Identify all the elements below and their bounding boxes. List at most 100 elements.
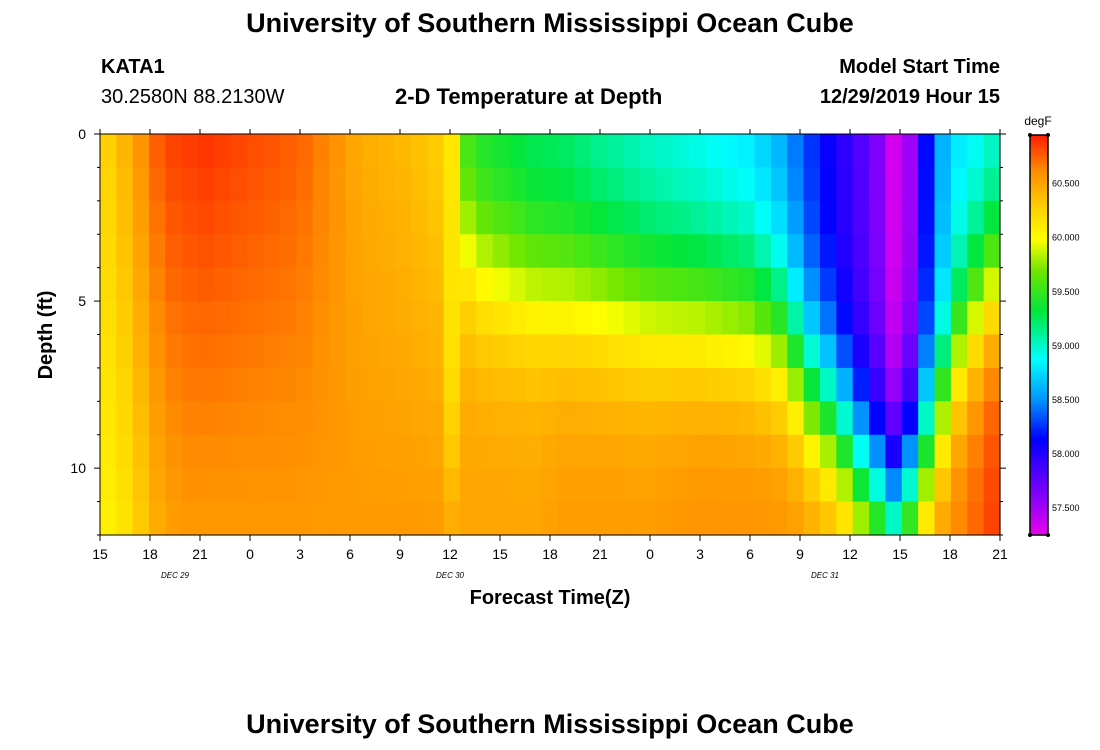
colorbar-swatch	[1030, 243, 1048, 246]
heatmap-cell	[705, 367, 723, 402]
heatmap-cell	[312, 468, 330, 503]
heatmap-cell	[280, 401, 297, 436]
heatmap-cell	[934, 434, 952, 469]
colorbar-tick-label: 58.500	[1052, 395, 1080, 405]
colorbar-swatch	[1030, 485, 1048, 488]
heatmap-cell	[787, 234, 805, 269]
colorbar-swatch	[1030, 305, 1048, 308]
colorbar-swatch	[1030, 365, 1048, 368]
heatmap-cell	[247, 134, 265, 169]
colorbar-corner-dot	[1046, 133, 1050, 137]
heatmap-cell	[623, 434, 641, 469]
heatmap-cell	[525, 468, 543, 503]
heatmap-cell	[476, 200, 494, 235]
heatmap-cell	[770, 501, 788, 536]
heatmap-cell	[689, 501, 707, 536]
colorbar-swatch	[1030, 189, 1048, 192]
heatmap-cell	[901, 468, 919, 503]
heatmap-cell	[705, 501, 723, 536]
heatmap-cell	[656, 501, 674, 536]
heatmap-cell	[492, 367, 510, 402]
heatmap-cell	[672, 334, 690, 369]
heatmap-cell	[345, 301, 363, 336]
heatmap-cell	[950, 167, 968, 202]
heatmap-cell	[754, 401, 772, 436]
heatmap-cell	[427, 334, 445, 369]
heatmap-cell	[263, 134, 281, 169]
heatmap-cell	[263, 468, 281, 503]
heatmap-cell	[885, 234, 903, 269]
heatmap-cell	[132, 367, 150, 402]
heatmap-cell	[541, 301, 559, 336]
heatmap-cell	[689, 334, 707, 369]
heatmap-cell	[983, 434, 1001, 469]
heatmap-cell	[394, 501, 412, 536]
heatmap-cell	[869, 167, 887, 202]
heatmap-cell	[623, 401, 641, 436]
colorbar-swatch	[1030, 137, 1048, 140]
heatmap-cell	[787, 501, 805, 536]
heatmap-cell	[263, 501, 281, 536]
heatmap-cell	[885, 468, 903, 503]
heatmap-cell	[312, 134, 330, 169]
x-tick-label: 18	[142, 546, 158, 562]
colorbar-swatch	[1030, 217, 1048, 220]
heatmap-cell	[149, 167, 167, 202]
colorbar-swatch	[1030, 313, 1048, 316]
heatmap-cell	[672, 468, 690, 503]
colorbar-swatch	[1030, 335, 1048, 338]
heatmap-cell	[116, 468, 134, 503]
colorbar-swatch	[1030, 495, 1048, 498]
heatmap-cell	[394, 301, 412, 336]
colorbar-swatch	[1030, 205, 1048, 208]
colorbar-swatch	[1030, 299, 1048, 302]
heatmap-cell	[165, 468, 183, 503]
heatmap-cell	[296, 267, 314, 302]
colorbar-corner-dot	[1028, 133, 1032, 137]
heatmap-cell	[427, 134, 445, 169]
heatmap-cell	[836, 301, 854, 336]
heatmap-cell	[983, 468, 1001, 503]
heatmap-cell	[361, 401, 379, 436]
colorbar-swatch	[1030, 333, 1048, 336]
colorbar-tick-label: 59.500	[1052, 287, 1080, 297]
heatmap-cell	[574, 134, 592, 169]
heatmap-cell	[950, 301, 968, 336]
heatmap-cell	[558, 267, 576, 302]
colorbar-swatch	[1030, 227, 1048, 230]
heatmap-cell	[607, 134, 625, 169]
heatmap-cell	[214, 267, 232, 302]
colorbar-swatch	[1030, 159, 1048, 162]
colorbar-swatch	[1030, 331, 1048, 334]
colorbar-swatch	[1030, 141, 1048, 144]
colorbar-swatch	[1030, 279, 1048, 282]
heatmap-cell	[509, 468, 527, 503]
heatmap-cell	[100, 501, 117, 536]
x-tick-label: 3	[696, 546, 704, 562]
heatmap-cell	[394, 334, 412, 369]
heatmap-cell	[214, 367, 232, 402]
heatmap-cell	[738, 234, 756, 269]
heatmap-cell	[100, 234, 117, 269]
colorbar-swatch	[1030, 155, 1048, 158]
heatmap-cell	[476, 167, 494, 202]
heatmap-cell	[345, 134, 363, 169]
heatmap-cell	[934, 234, 952, 269]
heatmap-cell	[623, 301, 641, 336]
heatmap-cell	[427, 468, 445, 503]
heatmap-cell	[296, 200, 314, 235]
colorbar-swatch	[1030, 427, 1048, 430]
heatmap-cell	[967, 401, 985, 436]
heatmap-cell	[574, 468, 592, 503]
heatmap-cell	[247, 501, 265, 536]
heatmap-cell	[803, 334, 821, 369]
heatmap-cell	[230, 234, 248, 269]
heatmap-cell	[443, 134, 461, 169]
colorbar-swatch	[1030, 239, 1048, 242]
heatmap-cell	[574, 234, 592, 269]
colorbar-swatch	[1030, 285, 1048, 288]
heatmap-cell	[640, 267, 657, 302]
colorbar-swatch	[1030, 419, 1048, 422]
heatmap-cell	[329, 334, 347, 369]
heatmap-cell	[656, 200, 674, 235]
